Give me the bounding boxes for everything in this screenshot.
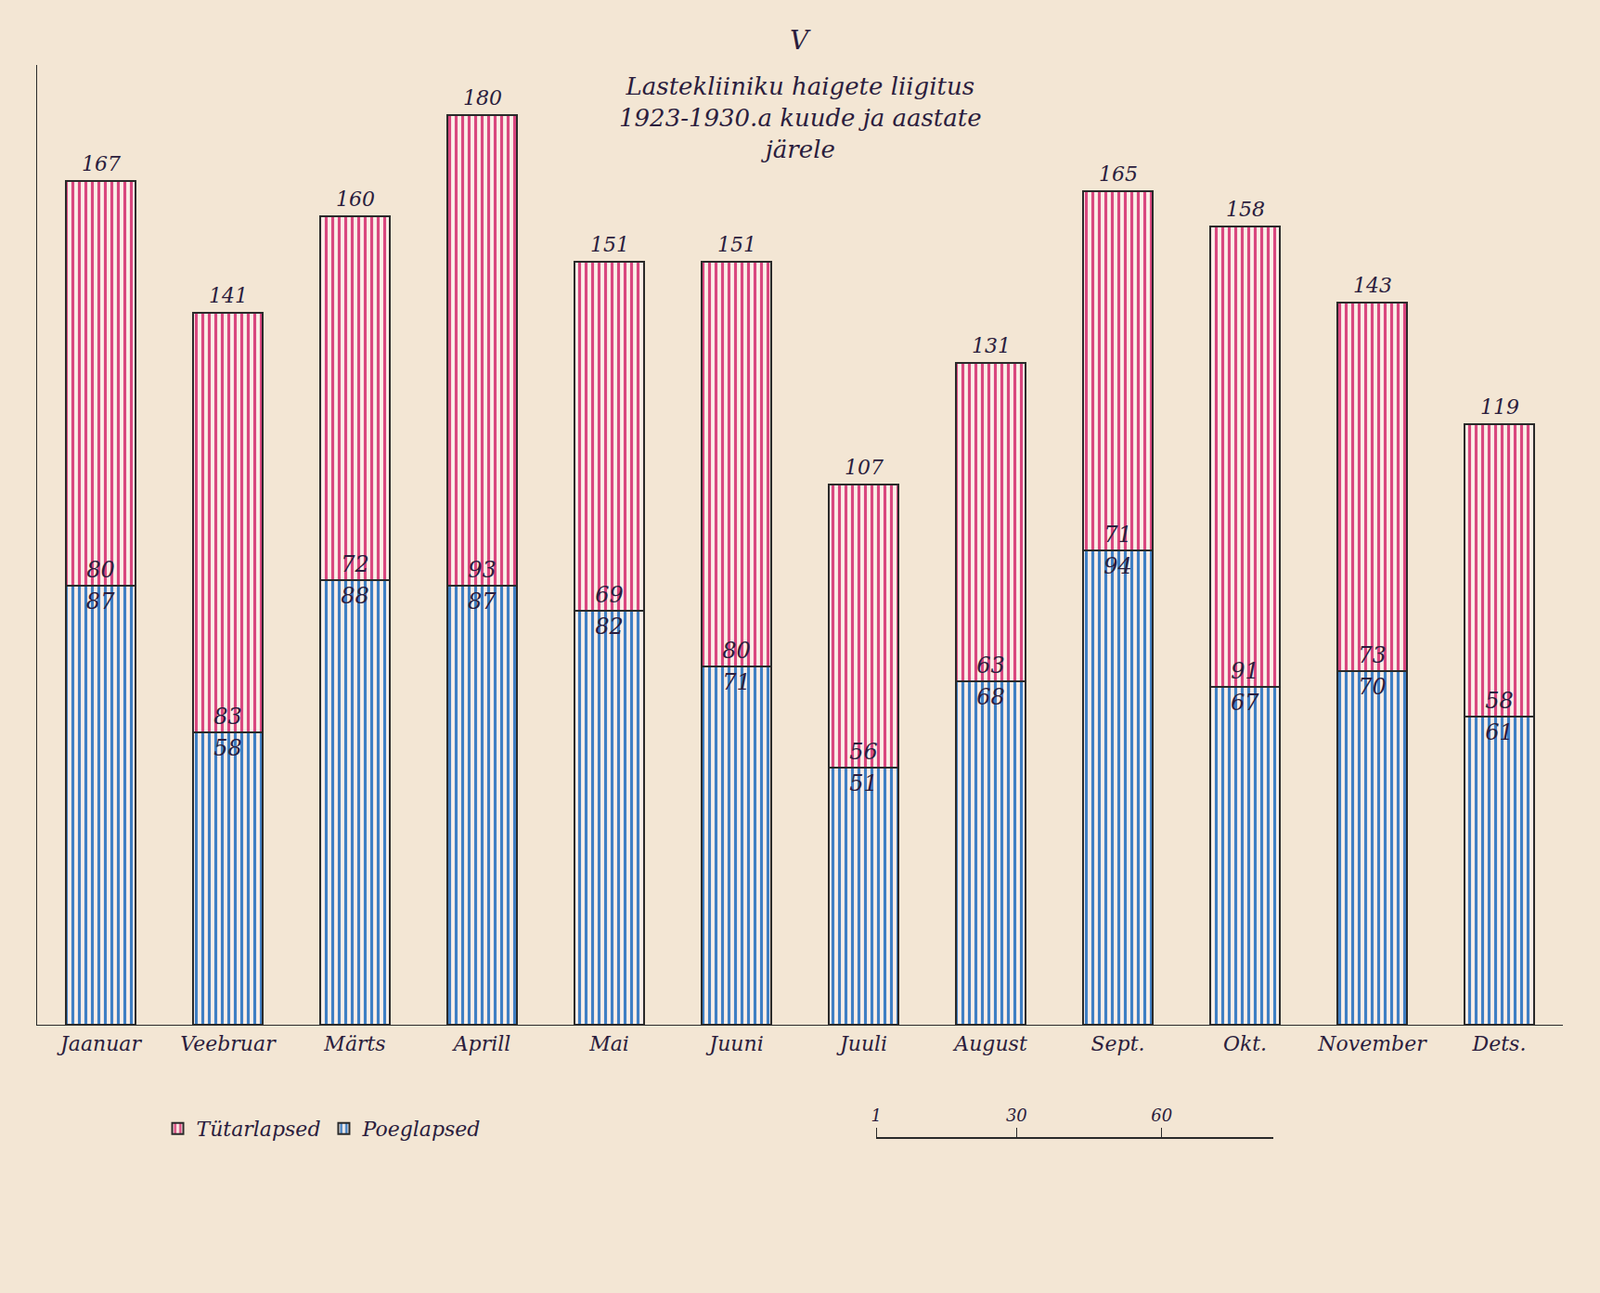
svg-text:Tütarlapsed: Tütarlapsed [196, 1117, 322, 1141]
svg-text:Veebruar: Veebruar [180, 1032, 277, 1056]
svg-text:160: 160 [335, 187, 375, 211]
svg-text:107: 107 [844, 455, 884, 479]
svg-text:67: 67 [1230, 689, 1260, 716]
svg-text:Okt.: Okt. [1223, 1032, 1267, 1056]
svg-text:93: 93 [467, 556, 497, 583]
svg-text:131: 131 [971, 334, 1011, 358]
svg-text:63: 63 [976, 652, 1006, 679]
svg-text:80: 80 [86, 556, 116, 583]
svg-text:51: 51 [849, 770, 878, 797]
svg-text:70: 70 [1357, 673, 1387, 700]
svg-text:87: 87 [86, 588, 116, 615]
svg-text:Sept.: Sept. [1090, 1032, 1145, 1056]
svg-text:180: 180 [463, 86, 503, 110]
svg-text:30: 30 [1006, 1105, 1028, 1125]
svg-text:Mai: Mai [588, 1032, 630, 1056]
svg-text:151: 151 [590, 232, 630, 257]
svg-text:Dets.: Dets. [1471, 1032, 1527, 1056]
svg-text:80: 80 [722, 637, 751, 664]
svg-text:94: 94 [1103, 553, 1133, 580]
svg-text:61: 61 [1484, 719, 1514, 746]
svg-text:58: 58 [1484, 687, 1514, 714]
svg-text:Aprill: Aprill [451, 1032, 512, 1056]
svg-text:60: 60 [1150, 1105, 1173, 1125]
svg-text:87: 87 [467, 588, 497, 615]
svg-text:71: 71 [1103, 521, 1133, 548]
svg-text:158: 158 [1225, 197, 1265, 221]
svg-text:143: 143 [1353, 273, 1393, 297]
svg-text:November: November [1316, 1032, 1428, 1056]
svg-text:88: 88 [340, 582, 370, 609]
svg-text:Juuli: Juuli [836, 1032, 888, 1056]
svg-text:119: 119 [1480, 395, 1520, 419]
svg-text:56: 56 [849, 738, 878, 765]
svg-text:167: 167 [81, 152, 121, 176]
svg-text:141: 141 [208, 283, 248, 308]
svg-text:71: 71 [722, 669, 751, 696]
svg-text:V: V [789, 25, 812, 56]
svg-text:151: 151 [717, 232, 757, 257]
svg-text:Jaanuar: Jaanuar [56, 1032, 143, 1056]
svg-text:Poeglapsed: Poeglapsed [361, 1117, 480, 1141]
svg-text:Lastekliiniku haigete liigitus: Lastekliiniku haigete liigitus1923-1930.… [619, 72, 982, 164]
svg-text:1: 1 [870, 1105, 881, 1125]
svg-text:69: 69 [594, 581, 624, 608]
svg-text:82: 82 [594, 613, 624, 640]
svg-text:68: 68 [976, 683, 1006, 710]
svg-text:73: 73 [1357, 642, 1387, 669]
svg-text:Juuni: Juuni [705, 1032, 763, 1056]
svg-text:165: 165 [1098, 162, 1138, 186]
svg-text:August: August [952, 1032, 1028, 1056]
svg-text:Märts: Märts [322, 1032, 386, 1056]
svg-text:58: 58 [213, 735, 243, 762]
svg-text:72: 72 [340, 551, 370, 578]
svg-text:83: 83 [213, 703, 243, 730]
svg-text:91: 91 [1230, 658, 1260, 684]
